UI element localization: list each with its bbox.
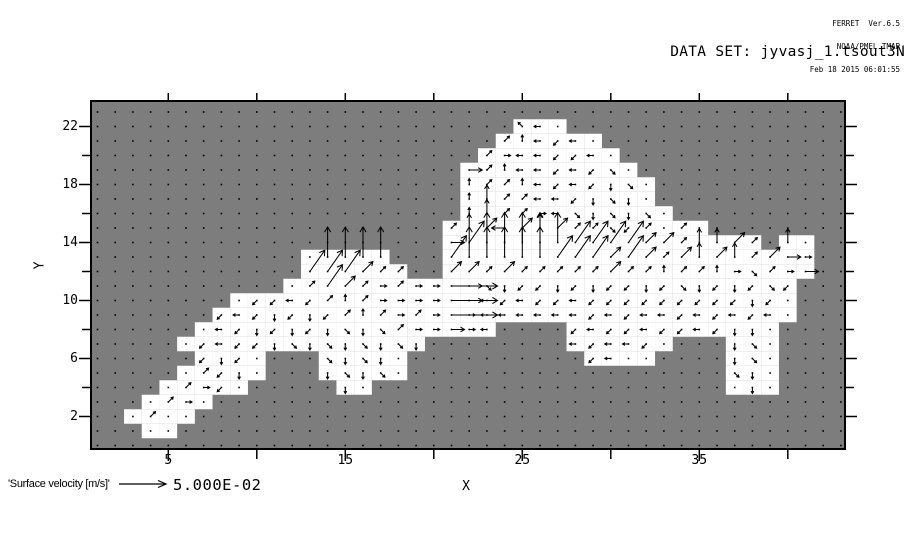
y-tick-label: 14 xyxy=(62,234,78,250)
x-tick-label: 35 xyxy=(691,453,708,468)
noaa-pmel-text: NOAA/PMEL TMAP xyxy=(836,41,900,51)
y-tick-label: 18 xyxy=(62,176,78,192)
x-tick-label: 15 xyxy=(337,453,354,468)
x-axis-label: X xyxy=(462,479,470,494)
axis-ticks xyxy=(79,93,857,461)
ferret-header: FERRET Ver.6.5 NOAA/PMEL TMAP Feb 18 201… xyxy=(810,5,900,81)
y-axis-label: Y xyxy=(32,261,48,270)
y-tick-label: 6 xyxy=(70,350,78,366)
x-tick-label: 5 xyxy=(164,453,173,468)
ferret-version-text: FERRET Ver.6.5 xyxy=(832,19,900,29)
vector-key-label: 'Surface velocity [m/s]' xyxy=(8,478,110,490)
y-tick-label: 10 xyxy=(62,292,78,308)
x-tick-label: 25 xyxy=(514,453,531,468)
y-tick-label: 2 xyxy=(70,408,78,424)
dataset-title: DATA SET: jyvasj_1.tsout3N xyxy=(670,44,905,60)
y-tick-label: 22 xyxy=(62,118,78,134)
vector-key-value: 5.000E-02 xyxy=(173,476,262,494)
timestamp-text: Feb 18 2015 06:01:55 xyxy=(809,64,900,74)
vector-key-arrow xyxy=(119,479,168,489)
plot-border xyxy=(90,100,846,450)
vector-arrows xyxy=(150,121,820,417)
